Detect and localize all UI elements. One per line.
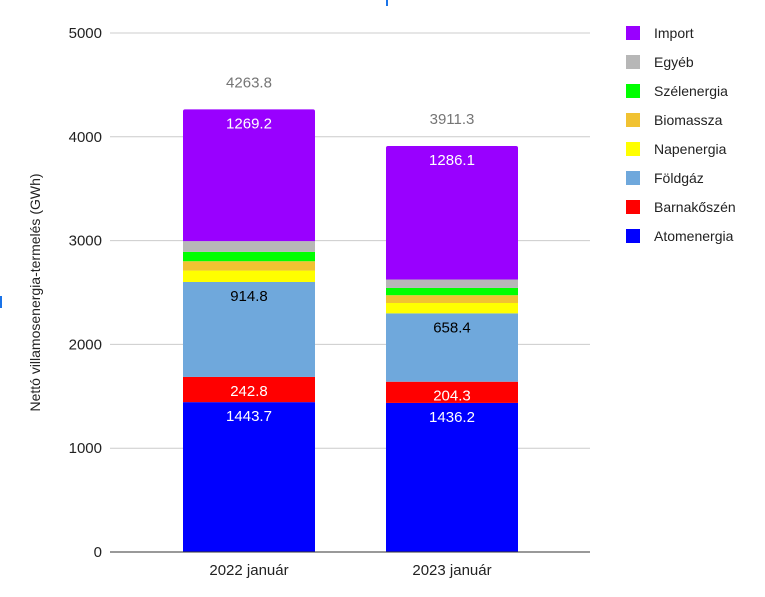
segment-value-label: 242.8	[230, 383, 268, 400]
bars	[183, 109, 518, 552]
legend-item: Import	[626, 25, 694, 41]
legend-swatch	[626, 142, 640, 156]
bar-segment	[183, 241, 315, 252]
bar-segment	[183, 109, 315, 242]
bar-segment	[386, 279, 518, 288]
legend-item: Földgáz	[626, 170, 704, 186]
bar-segment	[183, 261, 315, 271]
segment-value-label: 204.3	[433, 388, 471, 405]
legend-item: Egyéb	[626, 54, 694, 70]
legend-swatch	[626, 171, 640, 185]
y-axis-title: Nettó villamosenergia-termelés (GWh)	[27, 173, 43, 411]
legend-label: Földgáz	[654, 170, 704, 186]
legend-swatch	[626, 113, 640, 127]
bar-segment	[183, 270, 315, 282]
total-value-label: 4263.8	[226, 74, 272, 91]
y-tick-label: 2000	[69, 336, 102, 353]
x-axis-labels: 2022 január 2023 január	[209, 562, 491, 579]
legend-item: Napenergia	[626, 141, 727, 157]
legend-label: Import	[654, 25, 694, 41]
legend-item: Biomassza	[626, 112, 723, 128]
bar-segment	[183, 251, 315, 262]
bar-segment	[183, 281, 315, 377]
segment-labels: 1443.7 242.8 914.8 1269.2 1436.2 204.3 658.4 12…	[226, 115, 475, 426]
legend-swatch	[626, 200, 640, 214]
y-tick-label: 5000	[69, 25, 102, 42]
bar-segment	[386, 381, 518, 403]
bar-segment	[386, 287, 518, 296]
legend: Import Egyéb Szélenergia Biomassza Napenergi…	[626, 25, 736, 244]
selection-mark-left	[0, 296, 2, 308]
total-value-label: 3911.3	[430, 111, 475, 128]
legend-item: Szélenergia	[626, 83, 728, 99]
bar-segment	[386, 295, 518, 303]
legend-item: Atomenergia	[626, 228, 734, 244]
bar-segment	[183, 402, 315, 552]
legend-swatch	[626, 229, 640, 243]
legend-label: Biomassza	[654, 112, 723, 128]
legend-swatch	[626, 26, 640, 40]
legend-item: Barnakőszén	[626, 199, 736, 215]
segment-value-label: 1436.2	[429, 409, 475, 426]
segment-value-label: 914.8	[230, 288, 268, 305]
y-tick-label: 4000	[69, 129, 102, 146]
y-tick-label: 3000	[69, 233, 102, 250]
legend-label: Atomenergia	[654, 228, 734, 244]
legend-label: Barnakőszén	[654, 199, 736, 215]
segment-value-label: 658.4	[433, 319, 471, 336]
bar-segment	[386, 146, 518, 280]
bar-segment	[386, 313, 518, 382]
segment-value-label: 1269.2	[226, 115, 272, 132]
selection-mark-top	[386, 0, 388, 6]
legend-swatch	[626, 84, 640, 98]
y-tick-label: 0	[94, 544, 102, 561]
bar-segment	[183, 376, 315, 403]
legend-swatch	[626, 55, 640, 69]
y-axis-ticks: 0 1000 2000 3000 4000 5000	[69, 25, 102, 561]
y-tick-label: 1000	[69, 440, 102, 457]
bar-segment	[386, 302, 518, 314]
bar-segment	[386, 402, 518, 552]
total-labels: 4263.8 3911.3	[226, 74, 474, 128]
legend-label: Napenergia	[654, 141, 727, 157]
segment-value-label: 1443.7	[226, 408, 272, 425]
legend-label: Szélenergia	[654, 83, 728, 99]
x-category-label: 2022 január	[209, 562, 288, 579]
x-category-label: 2023 január	[412, 562, 491, 579]
legend-label: Egyéb	[654, 54, 694, 70]
segment-value-label: 1286.1	[429, 152, 475, 169]
